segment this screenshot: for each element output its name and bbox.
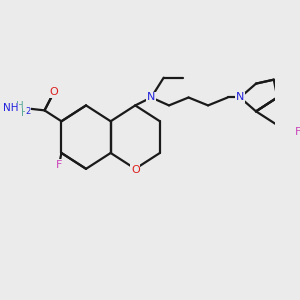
Text: F: F xyxy=(56,160,62,170)
Text: F: F xyxy=(295,127,300,137)
Text: H: H xyxy=(16,101,24,111)
Text: O: O xyxy=(49,87,58,97)
Text: H: H xyxy=(21,108,29,118)
Text: N: N xyxy=(236,92,244,103)
Text: O: O xyxy=(131,165,140,175)
Text: 2: 2 xyxy=(25,107,30,116)
Text: N: N xyxy=(147,92,155,103)
Text: NH: NH xyxy=(3,103,18,113)
